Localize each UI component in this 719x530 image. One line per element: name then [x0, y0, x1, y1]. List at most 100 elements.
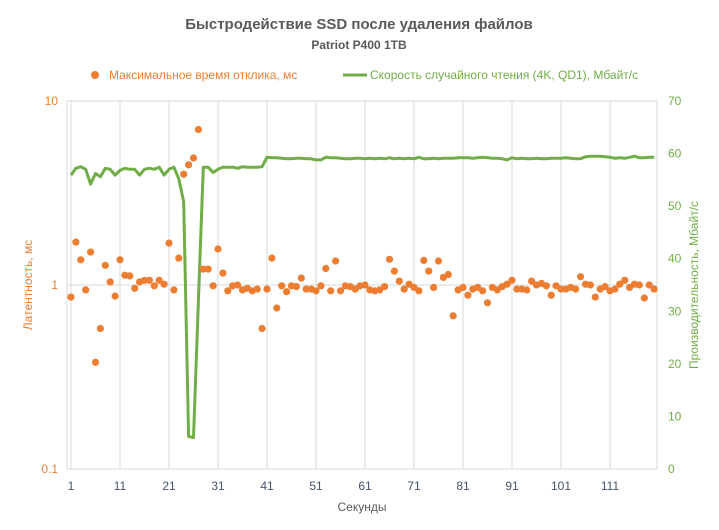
latency-point: [361, 281, 369, 289]
plot-area-border: [66, 100, 658, 470]
y-left-tick-label: 1: [51, 278, 58, 292]
latency-point: [263, 285, 271, 293]
latency-point: [126, 272, 134, 280]
latency-point: [82, 286, 90, 294]
latency-point: [322, 264, 330, 273]
x-tick-label: 71: [407, 479, 421, 493]
latency-point: [400, 285, 408, 293]
latency-point: [253, 285, 261, 293]
latency-point: [336, 287, 345, 295]
latency-point: [106, 278, 114, 286]
latency-point: [591, 293, 599, 301]
latency-series: [67, 125, 658, 366]
latency-point: [640, 294, 648, 302]
latency-point: [91, 358, 100, 366]
y-left-tick-label: 0.1: [41, 462, 58, 476]
latency-point: [601, 283, 609, 291]
latency-point: [209, 282, 217, 290]
latency-point: [194, 125, 202, 134]
latency-point: [116, 256, 124, 264]
y-right-tick-label: 0: [668, 462, 675, 476]
latency-point: [67, 293, 75, 301]
chart-subtitle: Patriot P400 1TB: [311, 38, 407, 52]
latency-point: [204, 265, 212, 273]
y-right-tick-label: 60: [668, 147, 682, 161]
latency-point: [645, 281, 653, 289]
x-tick-label: 101: [551, 479, 571, 493]
latency-point: [523, 286, 531, 294]
latency-point: [258, 324, 266, 333]
x-tick-label: 41: [260, 479, 274, 493]
latency-point: [572, 285, 580, 293]
legend-latency-marker: [91, 71, 99, 79]
latency-point: [459, 283, 467, 291]
y-right-tick-label: 50: [668, 199, 682, 213]
latency-point: [234, 281, 242, 289]
latency-point: [72, 238, 80, 246]
latency-point: [268, 254, 276, 262]
latency-point: [611, 285, 619, 293]
latency-point: [650, 285, 658, 293]
x-tick-label: 11: [114, 479, 127, 493]
latency-point: [317, 282, 325, 290]
latency-point: [131, 284, 139, 292]
latency-point: [111, 292, 119, 300]
latency-point: [185, 161, 193, 169]
latency-point: [180, 170, 188, 178]
y-right-tick-label: 40: [668, 252, 682, 266]
latency-point: [77, 256, 85, 264]
latency-point: [219, 269, 227, 277]
latency-point: [381, 283, 389, 291]
latency-point: [312, 287, 320, 295]
x-tick-label: 61: [358, 479, 372, 493]
latency-point: [214, 245, 222, 253]
latency-point: [508, 276, 516, 284]
legend-latency-label: Максимальное время отклика, мс: [109, 68, 297, 82]
latency-point: [189, 154, 198, 162]
latency-point: [170, 286, 178, 294]
latency-point: [145, 276, 153, 284]
latency-point: [160, 280, 168, 288]
latency-point: [425, 267, 433, 275]
latency-point: [479, 287, 487, 295]
latency-point: [224, 287, 232, 295]
y-right-tick-label: 10: [668, 409, 682, 423]
x-tick-label: 91: [505, 479, 519, 493]
latency-point: [464, 291, 472, 299]
latency-point: [547, 291, 555, 299]
legend-speed-label: Скорость случайного чтения (4K, QD1), Мб…: [370, 68, 638, 82]
y-left-axis-title: Латентность, мс: [21, 240, 35, 330]
y-left-tick-label: 10: [45, 94, 59, 108]
latency-point: [616, 280, 624, 288]
latency-point: [395, 277, 403, 285]
latency-point: [327, 287, 335, 295]
chart-title: Быстродействие SSD после удаления файлов: [185, 16, 532, 33]
latency-point: [449, 312, 457, 320]
latency-point: [430, 283, 438, 291]
latency-point: [420, 256, 428, 264]
legend: Максимальное время отклика, мс Скорость …: [91, 68, 638, 82]
x-tick-label: 21: [162, 479, 176, 493]
axes: 1 11 21 31 41 51 61 71 81 91 101 1110.1110010203040…: [41, 94, 681, 493]
latency-point: [390, 267, 398, 275]
latency-point: [621, 276, 629, 284]
latency-point: [503, 280, 511, 288]
x-tick-label: 31: [211, 479, 225, 493]
latency-point: [165, 239, 173, 247]
latency-point: [297, 274, 305, 282]
latency-point: [542, 282, 550, 290]
x-tick-label: 51: [309, 479, 323, 493]
speed-line: [69, 154, 655, 439]
y-right-tick-label: 30: [668, 304, 682, 318]
latency-point: [155, 276, 163, 284]
x-tick-label: 1: [68, 479, 75, 493]
latency-point: [528, 277, 536, 285]
speed-series: [69, 154, 655, 439]
latency-point: [175, 254, 183, 262]
latency-point: [434, 257, 443, 265]
x-tick-label: 81: [456, 479, 470, 493]
latency-point: [278, 282, 286, 290]
latency-point: [101, 261, 109, 269]
y-right-axis-title: Производительность, Мбайт/с: [687, 201, 701, 369]
